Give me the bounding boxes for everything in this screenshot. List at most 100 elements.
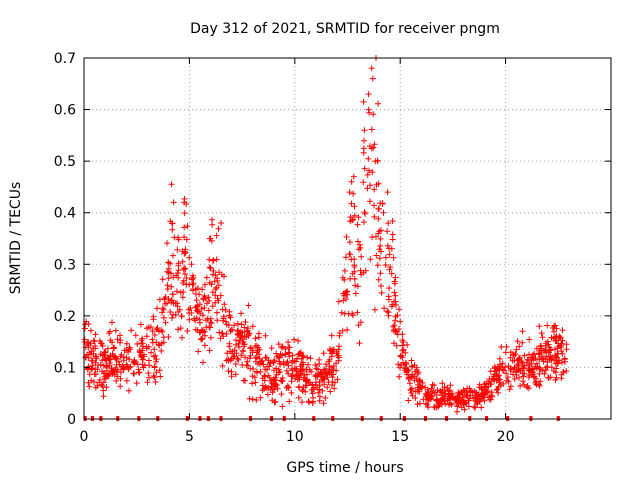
- data-point: [328, 332, 335, 339]
- data-point: [371, 141, 378, 148]
- data-point: [209, 221, 216, 228]
- data-point: [150, 316, 157, 323]
- data-point: [329, 366, 335, 373]
- data-point: [377, 270, 384, 277]
- data-point: [548, 334, 555, 341]
- data-points: [81, 55, 570, 415]
- data-point: [341, 267, 348, 274]
- data-point: [561, 358, 568, 365]
- data-point: [477, 395, 484, 402]
- data-point: [496, 355, 503, 362]
- data-point: [293, 358, 299, 365]
- data-point: [304, 354, 311, 361]
- data-point: [242, 319, 249, 325]
- data-point: [247, 344, 254, 351]
- data-point: [104, 345, 111, 352]
- data-point: [258, 359, 265, 366]
- data-point: [499, 366, 506, 373]
- data-point: [378, 283, 384, 289]
- data-point: [428, 385, 435, 392]
- data-point: [371, 202, 377, 209]
- data-point: [145, 324, 152, 331]
- y-tick-label: 0.3: [54, 257, 76, 273]
- data-point: [288, 373, 295, 380]
- data-point: [543, 353, 550, 360]
- data-point: [104, 364, 111, 370]
- data-point: [358, 271, 365, 278]
- data-point: [169, 226, 176, 233]
- data-point: [133, 380, 140, 387]
- data-point: [423, 393, 430, 400]
- data-point: [371, 213, 378, 220]
- data-point: [158, 347, 165, 354]
- data-point: [366, 143, 373, 150]
- data-point: [263, 384, 270, 391]
- data-point: [391, 278, 398, 285]
- data-point: [264, 391, 271, 398]
- data-point: [397, 364, 403, 371]
- data-point: [350, 190, 357, 197]
- data-point: [425, 404, 432, 411]
- data-point: [362, 267, 369, 274]
- data-point: [404, 341, 411, 348]
- data-point: [378, 289, 385, 296]
- data-point: [131, 357, 138, 364]
- data-point: [335, 354, 342, 361]
- data-point: [81, 339, 88, 345]
- data-point: [223, 331, 230, 337]
- data-point: [257, 368, 264, 375]
- data-point: [184, 328, 191, 334]
- data-point: [438, 397, 444, 404]
- data-point: [474, 400, 481, 407]
- data-point: [347, 251, 354, 258]
- data-point: [463, 393, 470, 399]
- data-point: [148, 349, 154, 356]
- data-point: [373, 252, 380, 259]
- data-point: [355, 322, 362, 329]
- data-point: [296, 383, 303, 390]
- data-point: [563, 368, 570, 374]
- data-point: [554, 357, 560, 364]
- data-point: [88, 351, 94, 358]
- data-point: [173, 288, 180, 295]
- data-point: [384, 228, 391, 235]
- data-point: [502, 349, 509, 356]
- data-point: [220, 333, 227, 340]
- data-point: [136, 369, 143, 376]
- data-point: [516, 343, 523, 350]
- data-point: [295, 337, 302, 344]
- data-point: [246, 355, 253, 362]
- data-point: [291, 336, 297, 343]
- data-point: [239, 348, 246, 355]
- data-point: [112, 327, 119, 334]
- data-point: [196, 329, 203, 336]
- data-point: [419, 379, 426, 386]
- data-point: [486, 393, 493, 400]
- data-point: [472, 404, 479, 411]
- data-point: [312, 362, 319, 368]
- data-point: [213, 256, 220, 263]
- data-point: [219, 330, 226, 337]
- data-point: [327, 347, 334, 354]
- data-point: [267, 386, 274, 393]
- data-point: [545, 341, 552, 348]
- data-point: [516, 355, 522, 362]
- data-point: [298, 355, 305, 362]
- data-point: [262, 332, 269, 339]
- data-point: [169, 315, 175, 321]
- data-point: [369, 234, 376, 241]
- data-point: [362, 210, 369, 217]
- data-point: [201, 342, 208, 349]
- data-point: [411, 377, 418, 384]
- data-point: [246, 330, 253, 337]
- data-point: [369, 75, 376, 82]
- data-point: [249, 323, 256, 330]
- data-point: [170, 199, 177, 206]
- axis-ticks: 0 0.1 0.2 0.3 0.4 0.5 0.6 0.7 0 5 10 15 20: [54, 51, 611, 445]
- data-point: [256, 346, 263, 353]
- data-point: [523, 359, 530, 366]
- data-point: [542, 356, 549, 362]
- data-point: [215, 297, 222, 304]
- data-point: [340, 297, 347, 304]
- data-point: [368, 126, 375, 133]
